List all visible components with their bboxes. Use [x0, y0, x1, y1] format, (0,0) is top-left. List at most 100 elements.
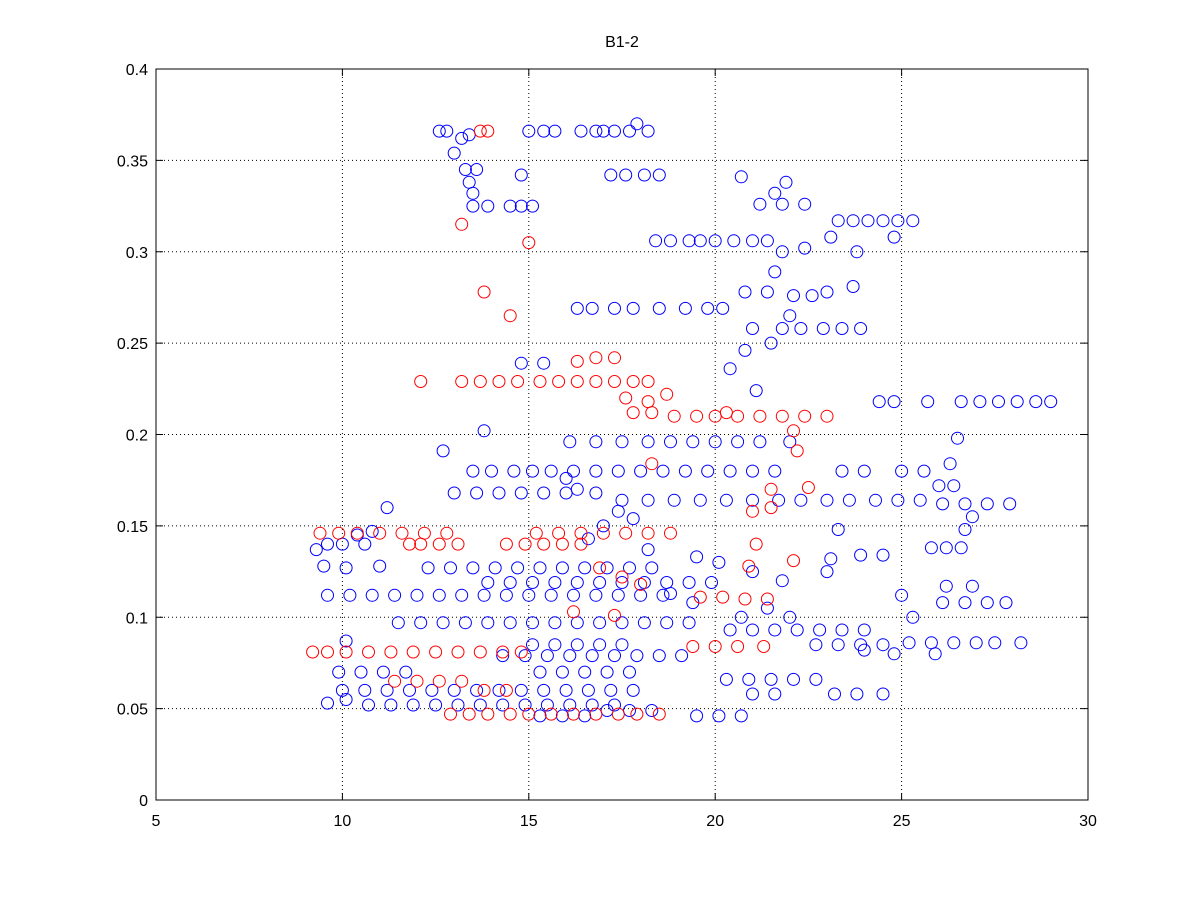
data-point [917, 464, 931, 478]
data-point [496, 645, 510, 659]
data-point [746, 493, 759, 507]
data-point [458, 616, 472, 630]
data-point [951, 431, 964, 445]
data-point [458, 163, 472, 176]
data-point [365, 588, 379, 602]
data-point [742, 672, 756, 686]
data-point [999, 596, 1013, 610]
data-point [581, 683, 595, 697]
data-point [492, 486, 506, 500]
data-point [965, 510, 979, 524]
data-point [608, 124, 621, 138]
data-point [593, 638, 607, 652]
data-point [589, 707, 603, 721]
data-point [958, 497, 972, 511]
data-point [388, 674, 402, 688]
data-point [924, 541, 938, 555]
data-point [477, 683, 491, 697]
data-point [734, 170, 748, 184]
data-point [992, 395, 1005, 409]
data-point [719, 406, 733, 420]
data-point [813, 623, 827, 637]
data-point [499, 683, 513, 697]
data-point [522, 707, 536, 721]
data-point [652, 301, 666, 315]
data-point [395, 526, 409, 540]
data-point [455, 131, 469, 145]
data-point [664, 234, 677, 248]
data-point [794, 322, 808, 335]
data-point [693, 234, 707, 248]
data-point [455, 375, 469, 388]
data-point [712, 555, 726, 569]
data-point [447, 146, 461, 160]
x-tick-label: 20 [706, 813, 724, 830]
data-point [432, 537, 446, 551]
data-point [481, 707, 495, 721]
data-point [470, 486, 484, 500]
data-point [559, 683, 573, 697]
data-point [768, 186, 782, 200]
data-point [488, 561, 502, 575]
data-point [526, 576, 539, 589]
data-point [432, 674, 446, 688]
data-point [574, 124, 588, 138]
data-point [641, 435, 655, 449]
data-point [350, 526, 364, 540]
data-point [753, 409, 767, 423]
data-point [645, 457, 659, 471]
data-point [503, 309, 517, 323]
data-point [440, 124, 454, 138]
data-point [429, 645, 443, 659]
data-point [846, 280, 860, 293]
data-point [675, 649, 689, 663]
data-point [619, 526, 633, 540]
data-point [727, 234, 741, 248]
data-point [406, 698, 420, 712]
data-point [787, 289, 800, 303]
data-point [895, 588, 909, 602]
data-point [604, 683, 618, 697]
data-point [589, 588, 603, 602]
x-tick-label: 25 [893, 813, 911, 830]
data-point [746, 464, 759, 478]
data-point [503, 616, 517, 630]
data-point [425, 683, 439, 697]
data-point [943, 457, 957, 471]
data-point [682, 576, 696, 589]
data-point [451, 698, 465, 712]
data-point [634, 588, 648, 602]
data-point [335, 683, 349, 697]
data-point [798, 197, 812, 211]
data-point [678, 301, 692, 315]
data-point [570, 638, 584, 652]
data-point [567, 605, 580, 619]
data-point [615, 570, 629, 584]
data-point [380, 501, 394, 515]
data-point [499, 588, 513, 602]
data-point [798, 241, 812, 255]
data-point [332, 665, 346, 679]
data-point [611, 588, 625, 602]
data-point [570, 576, 584, 589]
data-point [723, 362, 737, 376]
y-tick-label: 0.25 [117, 336, 148, 353]
data-point [645, 561, 659, 575]
data-point [514, 486, 528, 500]
data-point [641, 124, 655, 138]
data-point [820, 285, 834, 299]
data-point [690, 709, 704, 723]
x-tick-label: 5 [152, 813, 161, 830]
data-point [716, 590, 730, 604]
data-point [578, 665, 592, 679]
data-point [705, 576, 718, 589]
data-point [399, 665, 413, 679]
data-point [760, 285, 774, 299]
data-point [690, 550, 704, 564]
data-point [652, 649, 666, 663]
data-point [731, 640, 745, 653]
data-point [645, 406, 659, 420]
data-point [768, 687, 782, 701]
data-point [764, 672, 778, 686]
data-point [511, 375, 525, 388]
